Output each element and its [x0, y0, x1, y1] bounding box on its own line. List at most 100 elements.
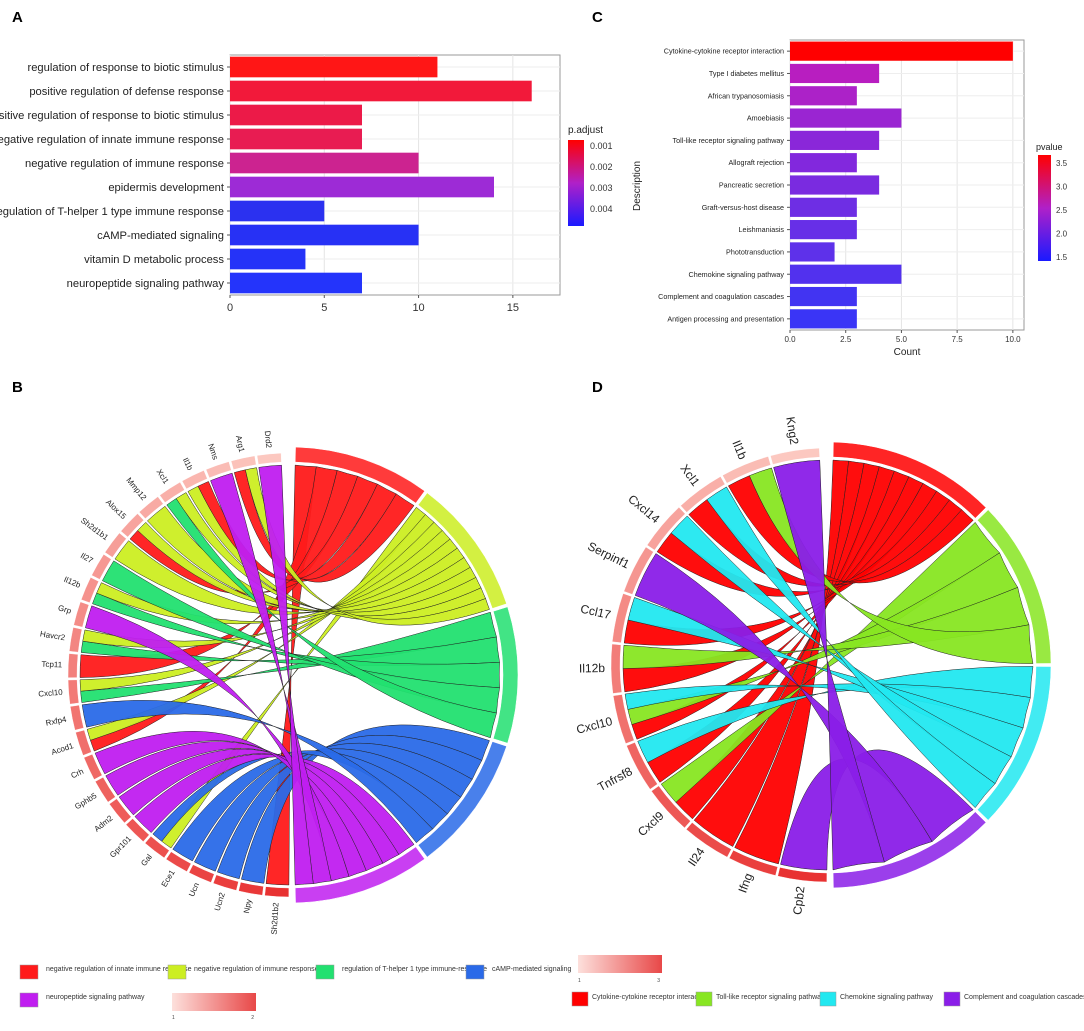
legend-swatch-chemokine-signaling-pathway	[819, 991, 837, 1007]
gene-label-havcr2: Havcr2	[39, 629, 66, 642]
gene-arc-npy	[238, 881, 264, 896]
gene-arc-havcr2	[69, 627, 83, 653]
gene-label-cxcl14: Cxcl14	[625, 492, 662, 527]
legend-text-toll-like-receptor-signaling-pathway: Toll-like receptor signaling pathway	[716, 994, 825, 1001]
term-arc-complement-and-coagulation-cascades	[832, 811, 987, 889]
gene-arc-xcl1	[680, 476, 726, 513]
gene-arc-gal	[144, 836, 170, 859]
legend-swatch-negative-regulation-of-immune-response	[167, 964, 187, 980]
category-label: negative regulation of innate immune res…	[0, 134, 224, 146]
gene-arc-il1b	[181, 470, 208, 490]
x-tick-label: 0	[227, 302, 233, 314]
bar-graft-versus-host-disease	[790, 197, 857, 217]
gene-label-adm2: Adm2	[93, 813, 115, 833]
gene-arc-serpinf1	[623, 546, 654, 595]
legend-label: 3.5	[1056, 159, 1068, 168]
legend-label: 2.5	[1056, 206, 1068, 215]
category-label: Toll-like receptor signaling pathway	[673, 136, 785, 145]
gene-label-ucn2: Ucn2	[213, 891, 227, 912]
panel-a-x-ticks: 0 5 10 15	[227, 295, 519, 314]
legend-label: 0.003	[590, 183, 613, 193]
panel-d-ribbons	[622, 459, 1034, 871]
panel-d-legend: 1 3 Cytokine-cytokine receptor interacti…	[571, 955, 1084, 1007]
gene-arc-il1b	[722, 456, 771, 484]
x-tick-label: 10.0	[1005, 335, 1021, 344]
bar-type-i-diabetes-mellitus	[790, 63, 880, 84]
bar-negative-regulation-of-immune-response	[230, 152, 419, 174]
ribbon-arg1-0	[233, 469, 415, 583]
legend-label: 2.0	[1056, 230, 1068, 239]
ribbon-kng2-3	[773, 459, 885, 871]
x-tick-label: 7.5	[952, 335, 964, 344]
gene-arc-tcp11	[67, 653, 79, 678]
gene-label-il24: Il24	[685, 845, 708, 869]
category-label: Allograft rejection	[728, 158, 784, 167]
legend-swatch-neuropeptide-signaling-pathway	[19, 992, 39, 1008]
bar-african-trypanosomiasis	[790, 86, 857, 106]
panel-a-legend-title: p.adjust	[568, 125, 603, 136]
term-arc-camp-mediated-signaling	[417, 741, 507, 858]
bar-positive-regulation-of-defense-response	[230, 80, 532, 102]
bar-antigen-processing-and-presentation	[790, 309, 857, 329]
gene-label-drd2: Drd2	[263, 430, 274, 449]
gene-arc-nms	[205, 461, 232, 479]
gene-label-xcl1: Xcl1	[155, 468, 171, 486]
bar-regulation-of-t-helper-1-type-immune-response	[230, 200, 325, 222]
gene-arc-xcl1	[159, 481, 185, 503]
gene-arc-ifng	[728, 849, 778, 876]
bar-negative-regulation-of-innate-immune-response	[230, 128, 362, 150]
legend-label: 0.004	[590, 204, 613, 214]
gene-label-serpinf1: Serpinf1	[585, 539, 632, 572]
term-arc-neuropeptide-signaling-pathway	[294, 846, 426, 904]
panel-label-b: B	[12, 379, 23, 396]
legend-swatch-negative-regulation-of-innate-immune-response	[19, 964, 39, 980]
bar-leishmaniasis	[790, 220, 857, 240]
bar-epidermis-development	[230, 176, 494, 198]
gene-label-cpb2: Cpb2	[790, 885, 807, 915]
gene-arc-arg1	[230, 455, 257, 470]
panel-d-arcs	[610, 441, 1052, 889]
gene-arc-ucn2	[212, 874, 239, 891]
gene-label-mmp12: Mmp12	[124, 476, 148, 503]
panel-d-logfc-max: 3	[657, 978, 660, 984]
gene-label-cxcl9: Cxcl9	[635, 808, 667, 839]
x-tick-label: 0.0	[784, 335, 796, 344]
panel-d-logfc-scale: 1 3	[578, 955, 662, 984]
x-tick-label: 2.5	[840, 335, 852, 344]
legend-swatch-regulation-of-t-helper-1-type-immune-response	[315, 964, 335, 980]
ribbon-drd2-4	[258, 464, 314, 886]
panel-label-c: C	[592, 9, 603, 26]
legend-label: 1.5	[1056, 253, 1068, 262]
category-label: negative regulation of immune response	[25, 158, 224, 170]
gene-label-npy: Npy	[242, 898, 253, 914]
gene-arc-il27	[91, 554, 112, 580]
legend-text-chemokine-signaling-pathway: Chemokine signaling pathway	[840, 994, 933, 1001]
gene-arc-cxcl9	[651, 785, 691, 829]
gene-arc-rxfp4	[70, 704, 84, 731]
gene-label-acod1: Acod1	[50, 741, 75, 757]
category-label: Cytokine-cytokine receptor interaction	[664, 47, 784, 56]
legend-text-complement-and-coagulation-cascades: Complement and coagulation cascades	[964, 994, 1084, 1001]
panel-b-legend: negative regulation of innate immune res…	[19, 964, 571, 1021]
category-label: Antigen processing and presentation	[667, 314, 784, 323]
term-arc-toll-like-receptor-signaling-pathway	[977, 509, 1052, 664]
gene-arc-tnfrsf8	[626, 742, 658, 790]
gene-label-ifng: Ifng	[735, 871, 755, 895]
panel-b-legend-items: negative regulation of innate immune res…	[19, 964, 571, 1008]
panel-b-ribbons	[79, 464, 500, 886]
gene-arc-kng2	[770, 447, 820, 465]
bar-positive-regulation-of-response-to-biotic-stimulus	[230, 104, 362, 126]
gene-label-rxfp4: Rxfp4	[45, 715, 68, 728]
panel-label-d: D	[592, 379, 603, 396]
x-tick-label: 5.0	[896, 335, 908, 344]
bar-regulation-of-response-to-biotic-stimulus	[230, 56, 438, 78]
gene-arc-cxcl10	[612, 694, 635, 744]
panel-a-legend: p.adjust 0.001 0.002 0.003 0.004	[568, 125, 613, 226]
panel-a-category-labels: regulation of response to biotic stimulu…	[0, 62, 230, 290]
gene-arc-gphb5	[94, 776, 116, 803]
gene-arc-gpr101	[125, 818, 150, 842]
gene-arc-adm2	[109, 798, 132, 824]
category-label: positive regulation of response to bioti…	[0, 110, 224, 122]
bar-allograft-rejection	[790, 153, 857, 173]
panel-c-category-labels: Cytokine-cytokine receptor interaction Ty…	[658, 47, 790, 323]
